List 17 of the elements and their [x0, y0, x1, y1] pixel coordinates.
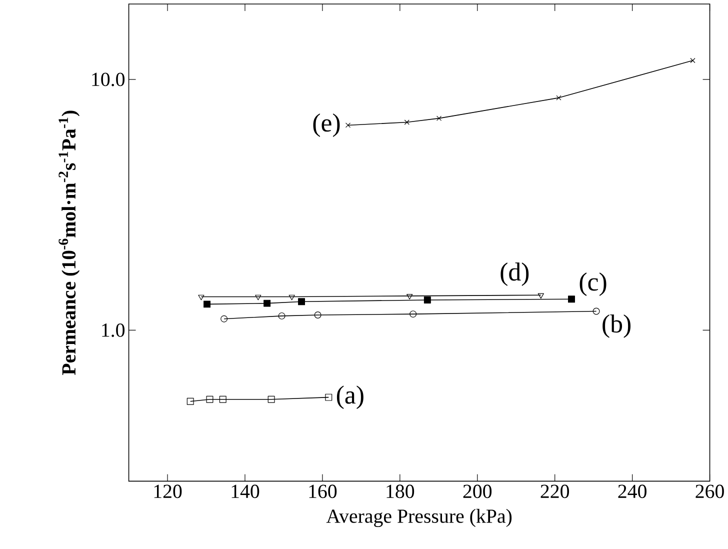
series-label: (e): [313, 113, 340, 137]
x-tick-label: 240: [618, 484, 646, 498]
x-axis-title: Average Pressure (kPa): [326, 508, 512, 527]
y-tick-label: 10.0: [92, 72, 125, 86]
text: Permeance (10$^{-6}$mol·m$^{-2}$s$^{-1}$Pa$^{-1}$): [58, 110, 80, 375]
series-label: (c): [580, 272, 606, 296]
x-tick-label: 260: [696, 484, 724, 498]
x-tick-label: 140: [232, 484, 260, 498]
y-tick-label: 1.0: [102, 323, 125, 337]
x-tick-label: 120: [154, 484, 182, 498]
x-tick-label: 220: [540, 484, 570, 498]
series-label: (d): [500, 262, 529, 286]
series-label: (a): [336, 386, 364, 410]
series-label: (b): [602, 314, 630, 338]
x-tick-label: 160: [309, 484, 337, 498]
x-tick-label: 180: [386, 484, 414, 498]
x-tick-label: 200: [463, 484, 492, 498]
